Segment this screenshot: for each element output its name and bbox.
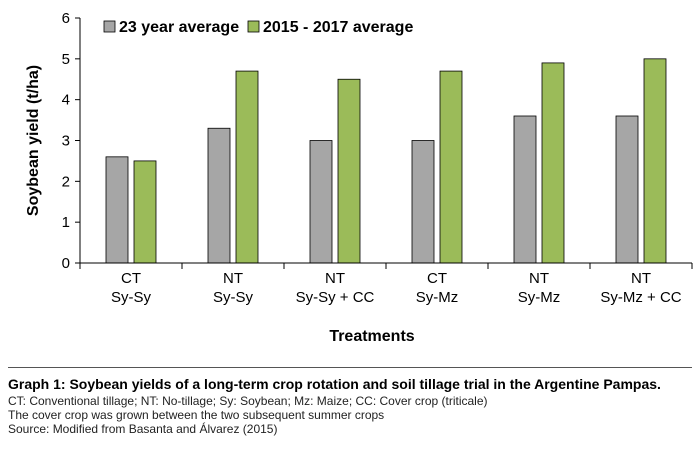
bar-recent-3: [337, 78, 361, 264]
bar-recent-2: [235, 70, 259, 264]
legend-label-2: 2015 - 2017 average: [263, 19, 413, 36]
bar-recent-4: [439, 70, 463, 264]
figure-caption: Graph 1: Soybean yields of a long-term c…: [8, 376, 692, 436]
x-category-label: NT: [529, 270, 549, 287]
x-category-label: Sy-Mz + CC: [600, 289, 681, 306]
x-category-label: Sy-Sy + CC: [296, 289, 375, 306]
y-tick-label: 3: [62, 133, 70, 150]
caption-line-cover-crop-note: The cover crop was grown between the two…: [8, 408, 385, 422]
x-category-label: Sy-Sy: [213, 289, 254, 306]
y-tick-label: 5: [62, 51, 70, 68]
bar-recent-1: [133, 160, 157, 264]
caption-divider: [8, 367, 692, 368]
x-category-label: Sy-Mz: [416, 289, 459, 306]
bar-long-term-6: [615, 115, 639, 264]
bar-long-term-5: [513, 115, 537, 264]
x-category-label: NT: [631, 270, 651, 287]
bar-recent-5: [541, 62, 565, 264]
caption-line-source: Source: Modified from Basanta and Álvare…: [8, 422, 278, 436]
y-tick-label: 0: [62, 255, 70, 272]
x-category-label: CT: [121, 270, 141, 287]
bar-recent-6: [643, 58, 667, 264]
legend-swatch-1: [103, 20, 116, 33]
y-tick-label: 1: [62, 214, 70, 231]
bar-chart: 0 1 2 3 4 5 6 CT Sy-Sy NT Sy-Sy NT Sy-Sy + CC CT Sy-Mz…: [25, 10, 693, 345]
y-tick-label: 6: [62, 10, 70, 27]
legend-label-1: 23 year average: [119, 19, 239, 36]
x-category-label: CT: [427, 270, 447, 287]
x-category-label: NT: [325, 270, 345, 287]
bar-long-term-4: [411, 140, 435, 264]
caption-title: Graph 1: Soybean yields of a long-term c…: [8, 376, 661, 392]
x-axis-title: Treatments: [329, 328, 414, 345]
y-tick-label: 4: [62, 92, 70, 109]
x-category-label: NT: [223, 270, 243, 287]
x-category-label: Sy-Mz: [518, 289, 561, 306]
y-axis-title: Soybean yield (t/ha): [25, 65, 42, 216]
bar-long-term-3: [309, 140, 333, 264]
legend-swatch-2: [247, 20, 260, 33]
caption-line-abbreviations: CT: Conventional tillage; NT: No-tillage…: [8, 394, 488, 408]
y-tick-label: 2: [62, 173, 70, 190]
x-category-label: Sy-Sy: [111, 289, 152, 306]
bar-long-term-2: [207, 127, 231, 264]
bar-long-term-1: [105, 156, 129, 264]
